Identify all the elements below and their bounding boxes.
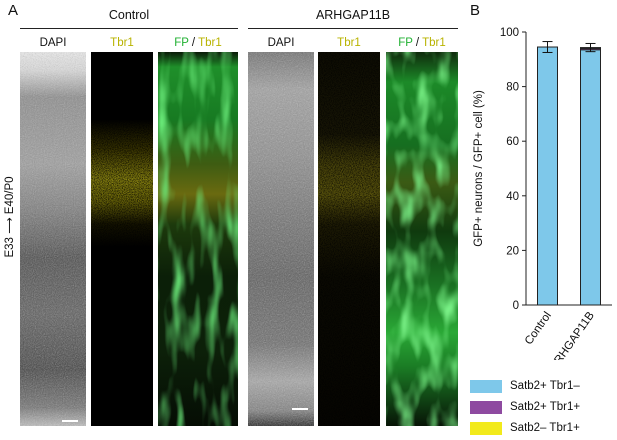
x-category-label: Control	[523, 310, 554, 347]
y-tick-label: 20	[506, 245, 519, 257]
legend-swatch	[470, 400, 502, 414]
bar-segment-1	[580, 49, 601, 306]
arhgap-tbr1-image	[318, 52, 380, 426]
control-group-rule	[20, 28, 238, 29]
legend-label: Satb2– Tbr1+	[510, 422, 580, 434]
y-tick-label: 0	[513, 300, 519, 312]
panel-a-letter: A	[8, 2, 19, 19]
control-merge-label: FP / Tbr1	[158, 37, 238, 50]
tbr1-text: Tbr1	[422, 37, 446, 49]
legend-item-satb2-tbr1pos: Satb2+ Tbr1+	[470, 399, 580, 415]
y-tick-label: 40	[506, 191, 519, 203]
y-axis-label: GFP+ neurons / GFP+ cell (%)	[473, 90, 485, 247]
timeline-label: E33 ⟶ E40/P0	[4, 176, 16, 258]
legend-swatch	[470, 379, 502, 393]
arhgap-group-rule	[248, 28, 458, 29]
control-tbr1-label: Tbr1	[110, 37, 134, 49]
legend-label: Satb2+ Tbr1+	[510, 401, 581, 413]
arhgap-group-title: ARHGAP11B	[315, 8, 391, 22]
chart-legend: Satb2+ Tbr1– Satb2+ Tbr1+ Satb2– Tbr1+	[470, 378, 580, 436]
slash-text: /	[188, 37, 199, 49]
y-tick-label: 80	[506, 82, 519, 94]
slash-text: /	[412, 37, 423, 49]
control-dapi-image	[20, 52, 86, 426]
fp-text: FP	[398, 37, 413, 49]
stacked-bar-chart: 0 20 40 60 80 100 GFP+ neurons / GFP+ cell (%)…	[473, 27, 612, 360]
tbr1-text: Tbr1	[198, 37, 222, 49]
control-merge-image	[158, 52, 238, 426]
fp-text: FP	[174, 37, 189, 49]
y-tick-label: 100	[500, 27, 519, 39]
x-category-label: ARHGAP11B	[548, 310, 597, 360]
legend-item-satb2neg-tbr1pos: Satb2– Tbr1+	[470, 420, 580, 436]
legend-item-satb2-tbr1neg: Satb2+ Tbr1–	[470, 378, 580, 394]
panel-b-letter: B	[470, 2, 481, 19]
arhgap-dapi-image	[248, 52, 314, 426]
legend-label: Satb2+ Tbr1–	[510, 380, 580, 392]
arhgap-tbr1-label: Tbr1	[337, 37, 361, 49]
control-dapi-label: DAPI	[39, 37, 67, 49]
y-tick-label: 60	[506, 136, 519, 148]
control-tbr1-image	[91, 52, 153, 426]
arhgap-merge-image	[386, 52, 458, 426]
control-group-title: Control	[108, 8, 150, 22]
arhgap-dapi-label: DAPI	[267, 37, 295, 49]
legend-swatch	[470, 421, 502, 435]
bar-segment-1	[537, 46, 558, 306]
arhgap-merge-label: FP / Tbr1	[386, 37, 458, 50]
